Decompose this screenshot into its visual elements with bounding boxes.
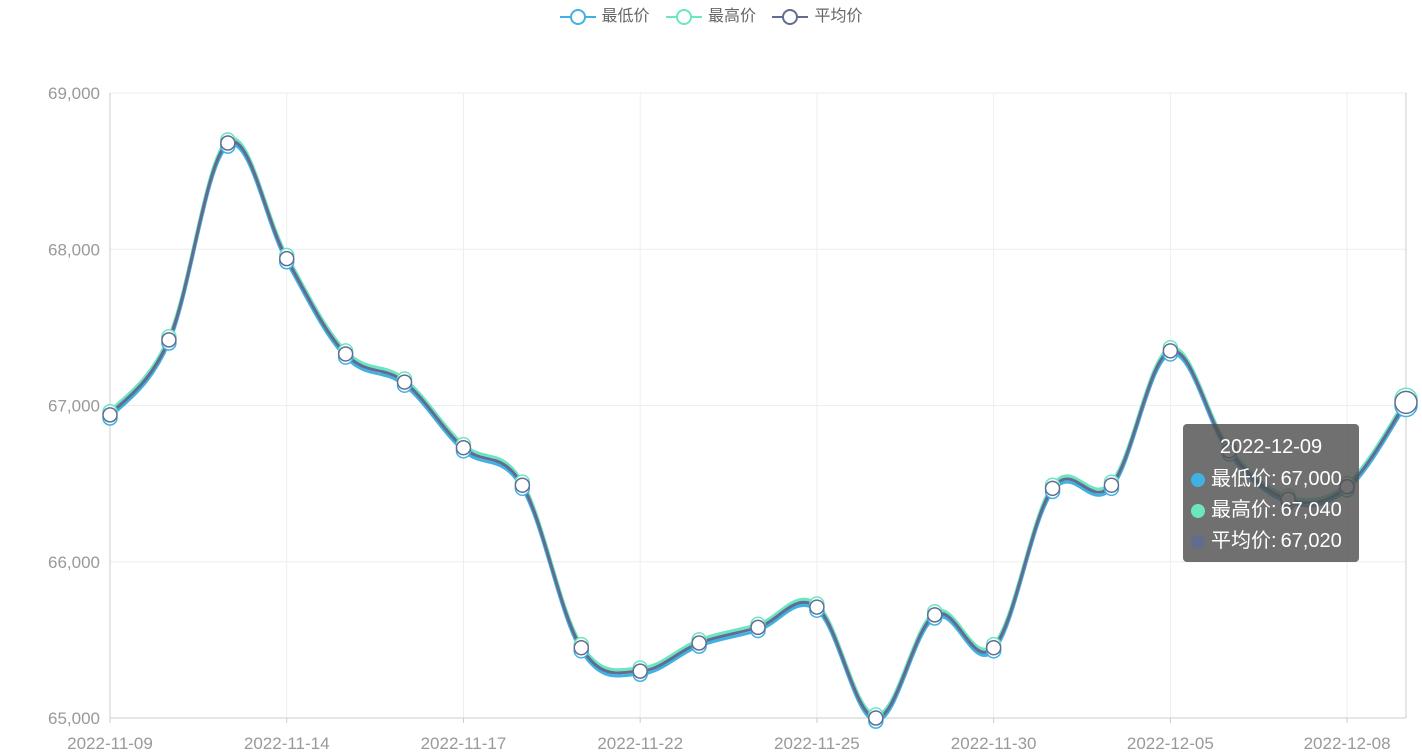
legend-item-max[interactable]: 最高价	[665, 6, 756, 28]
data-point-avg	[691, 635, 707, 651]
legend-marker-icon	[665, 9, 702, 25]
legend-item-avg[interactable]: 平均价	[772, 6, 862, 28]
x-tick-label: 2022-11-25	[774, 734, 860, 753]
series-dot-icon	[1191, 534, 1205, 549]
data-point-avg	[868, 710, 884, 726]
series-dot-icon	[1191, 503, 1205, 518]
x-tick-label: 2022-12-08	[1304, 734, 1391, 753]
data-point-avg	[632, 663, 648, 679]
legend-label: 平均价	[814, 8, 863, 25]
series-dot-icon	[1191, 472, 1205, 487]
chart-tooltip: 2022-12-09 最低价: 67,000 最高价: 67,040 平均价: …	[1183, 424, 1359, 562]
data-point-avg	[809, 599, 825, 615]
legend-label: 最低价	[601, 8, 650, 25]
y-tick-label: 69,000	[48, 84, 100, 103]
tooltip-series-value: 67,040	[1280, 499, 1342, 521]
data-point-avg	[102, 407, 118, 423]
data-point-avg	[161, 332, 177, 348]
data-point-avg	[573, 639, 590, 656]
tooltip-row-max: 最高价: 67,040	[1191, 495, 1351, 526]
tooltip-title: 2022-12-09	[1219, 436, 1323, 458]
data-point-avg	[985, 639, 1002, 656]
tooltip-series-name: 平均价	[1211, 530, 1271, 552]
data-point-avg	[1044, 480, 1061, 497]
data-point-avg	[926, 607, 943, 623]
x-tick-label: 2022-11-14	[244, 734, 330, 753]
x-tick-label: 2022-11-30	[951, 734, 1037, 753]
tooltip-series-value: 67,020	[1280, 530, 1342, 552]
data-point-avg	[220, 135, 236, 151]
data-point-avg	[1162, 343, 1179, 359]
tooltip-series-name: 最高价	[1211, 499, 1271, 521]
x-tick-label: 2022-11-09	[67, 734, 153, 753]
y-tick-label: 68,000	[48, 240, 100, 259]
data-point-avg	[337, 346, 354, 362]
legend-label: 最高价	[707, 8, 756, 25]
data-point-avg	[1103, 477, 1120, 493]
data-point-avg	[514, 477, 531, 493]
chart-legend: 最低价 最高价 平均价	[0, 6, 1422, 33]
x-tick-label: 2022-11-17	[421, 734, 507, 753]
tooltip-row-avg: 平均价: 67,020	[1191, 526, 1351, 557]
data-point-avg	[278, 250, 295, 267]
x-tick-label: 2022-11-22	[597, 734, 683, 753]
x-tick-label: 2022-12-05	[1127, 734, 1214, 753]
y-tick-label: 66,000	[48, 553, 100, 572]
legend-marker-icon	[559, 9, 596, 25]
data-point-avg	[455, 439, 472, 456]
y-tick-label: 67,000	[48, 397, 100, 416]
legend-item-min[interactable]: 最低价	[559, 6, 650, 28]
tooltip-row-min: 最低价: 67,000	[1191, 464, 1351, 495]
y-tick-label: 65,000	[48, 709, 100, 728]
legend-marker-icon	[772, 9, 809, 25]
data-point-avg	[750, 619, 766, 636]
tooltip-series-value: 67,000	[1280, 468, 1342, 490]
tooltip-series-name: 最低价	[1211, 468, 1271, 490]
data-point-avg	[1394, 390, 1418, 415]
data-point-avg	[396, 374, 413, 390]
